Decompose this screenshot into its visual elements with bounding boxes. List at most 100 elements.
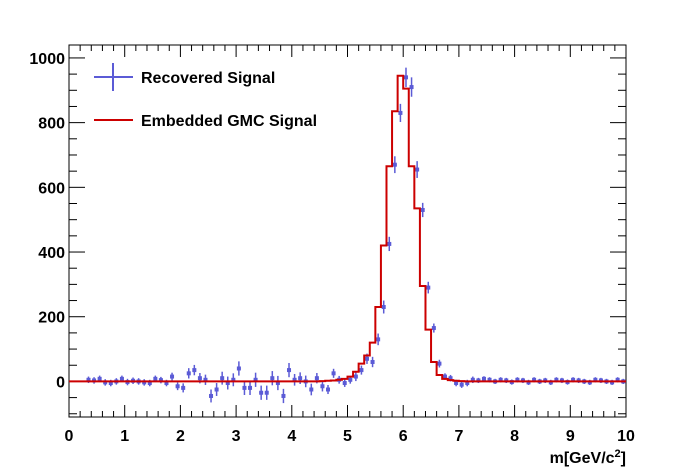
recovered-point-marker — [275, 381, 280, 386]
recovered-point-marker — [359, 368, 364, 373]
recovered-point-marker — [86, 377, 91, 382]
recovered-point — [175, 382, 180, 391]
recovered-point — [342, 379, 347, 387]
recovered-point — [387, 236, 392, 252]
x-tick-label: 9 — [566, 428, 575, 445]
recovered-point-marker — [342, 381, 347, 386]
recovered-point-marker — [119, 376, 124, 381]
plot-frame — [68, 44, 627, 418]
recovered-point-marker — [214, 387, 219, 392]
recovered-point — [259, 385, 264, 400]
data-layer — [69, 67, 626, 404]
recovered-point-marker — [387, 241, 392, 246]
recovered-point-marker — [225, 381, 230, 386]
recovered-point-marker — [420, 207, 425, 212]
recovered-point-marker — [320, 384, 325, 389]
recovered-point-marker — [571, 377, 576, 382]
y-tick-label: 0 — [56, 374, 65, 391]
recovered-point-marker — [331, 371, 336, 376]
recovered-point-marker — [197, 376, 202, 381]
recovered-point-marker — [108, 381, 113, 386]
x-tick-label: 6 — [399, 428, 408, 445]
recovered-point — [253, 372, 258, 387]
recovered-point-marker — [164, 381, 169, 386]
recovered-point-marker — [415, 167, 420, 172]
y-tick-label: 200 — [38, 310, 65, 327]
recovered-point-marker — [554, 377, 559, 382]
x-tick-label: 4 — [287, 428, 296, 445]
recovered-point-marker — [298, 376, 303, 381]
recovered-point — [415, 161, 420, 178]
recovered-point-marker — [314, 376, 319, 381]
recovered-point-marker — [376, 337, 381, 342]
recovered-point-marker — [153, 376, 158, 381]
x-axis-label: m[GeV/c2] — [550, 448, 626, 467]
recovered-point-marker — [287, 368, 292, 373]
x-axis-label-sup: 2 — [615, 448, 621, 460]
x-tick-label: 1 — [120, 428, 129, 445]
x-tick-label: 5 — [343, 428, 352, 445]
recovered-point — [203, 374, 208, 385]
recovered-point-marker — [253, 377, 258, 382]
x-axis-label-end: ] — [621, 450, 626, 467]
recovered-point-marker — [248, 385, 253, 390]
recovered-point-marker — [348, 377, 353, 382]
recovered-point-marker — [242, 385, 247, 390]
recovered-point-marker — [593, 377, 598, 382]
x-tick-label: 8 — [510, 428, 519, 445]
y-tick-label: 800 — [38, 116, 65, 133]
recovered-point-marker — [454, 381, 459, 386]
x-axis-label-main: m[GeV/c — [550, 450, 615, 467]
recovered-point — [264, 385, 269, 400]
recovered-point — [426, 281, 431, 294]
recovered-point-marker — [270, 376, 275, 381]
recovered-point-marker — [147, 381, 152, 386]
recovered-point-marker — [487, 377, 492, 382]
recovered-point-marker — [381, 305, 386, 310]
recovered-point — [287, 362, 292, 378]
recovered-point-marker — [403, 75, 408, 80]
recovered-point-marker — [481, 376, 486, 381]
legend-label-embedded: Embedded GMC Signal — [141, 113, 317, 130]
x-tick-label: 10 — [617, 428, 635, 445]
recovered-point — [437, 359, 442, 368]
recovered-point-marker — [309, 387, 314, 392]
recovered-point — [309, 383, 314, 396]
x-tick-label: 3 — [232, 428, 241, 445]
recovered-point-marker — [158, 378, 163, 383]
recovered-point-marker — [281, 393, 286, 398]
recovered-point — [331, 368, 336, 378]
recovered-point-marker — [426, 285, 431, 290]
recovered-point — [381, 300, 386, 314]
recovered-point-marker — [292, 377, 297, 382]
recovered-point-marker — [170, 374, 175, 379]
recovered-point-marker — [264, 390, 269, 395]
recovered-point-marker — [326, 387, 331, 392]
recovered-point-marker — [370, 360, 375, 365]
recovered-point — [409, 77, 414, 97]
recovered-point — [170, 372, 175, 381]
y-tick-label: 1000 — [29, 51, 65, 68]
recovered-point-marker — [186, 371, 191, 376]
recovered-point — [181, 383, 186, 393]
recovered-point — [353, 372, 358, 382]
recovered-point — [214, 383, 219, 396]
recovered-point — [359, 365, 364, 375]
recovered-point-marker — [459, 382, 464, 387]
recovered-point — [392, 156, 397, 174]
recovered-point-marker — [220, 376, 225, 381]
y-tick-label: 600 — [38, 180, 65, 197]
legend: Recovered Signal Embedded GMC Signal — [94, 63, 317, 130]
recovered-point-marker — [364, 356, 369, 361]
recovered-point — [431, 323, 436, 333]
recovered-point-marker — [498, 377, 503, 382]
recovered-point — [376, 333, 381, 346]
recovered-point — [231, 373, 236, 387]
recovered-point-marker — [181, 385, 186, 390]
recovered-point — [270, 371, 275, 386]
recovered-point — [320, 381, 325, 392]
y-tick-label: 400 — [38, 245, 65, 262]
recovered-point-marker — [437, 361, 442, 366]
recovered-point-marker — [192, 368, 197, 373]
